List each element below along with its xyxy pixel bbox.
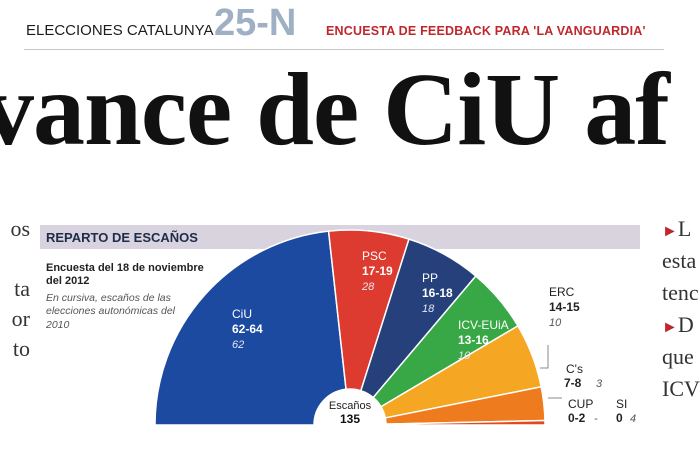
- party-name-psc: PSC: [362, 249, 387, 263]
- party-name-si: SI: [616, 397, 627, 411]
- party-prev-erc: 10: [549, 317, 562, 329]
- italic-note: En cursiva, escaños de las elecciones au…: [46, 292, 175, 331]
- seat-slice-ciu: [154, 230, 347, 426]
- header-rule: [24, 49, 664, 50]
- center-total: 135: [340, 412, 360, 426]
- party-prev-si: 4: [630, 413, 636, 425]
- survey-note: Encuesta del 18 de noviembre del 2012: [46, 262, 204, 288]
- party-seats-pp: 16-18: [422, 286, 453, 300]
- infographic-title: REPARTO DE ESCAÑOS: [46, 230, 198, 245]
- center-label: Escaños: [329, 400, 372, 412]
- party-name-pp: PP: [422, 271, 438, 285]
- leader-line-erc: [540, 345, 549, 369]
- election-date: 25-N: [214, 2, 297, 44]
- party-seats-psc: 17-19: [362, 264, 393, 278]
- right-col-line: L: [677, 216, 692, 241]
- party-prev-ciu: 62: [232, 339, 244, 351]
- right-col-line: ICV: [662, 376, 700, 401]
- left-col-line: or: [11, 306, 30, 331]
- section-kicker: ELECCIONES CATALUNYA: [26, 22, 214, 39]
- left-col-line: ta: [14, 276, 30, 301]
- headline: vance de CiU af: [0, 52, 670, 167]
- right-column-text: ►L esta tenc ►D que ICV: [662, 215, 700, 407]
- chart-center: [314, 389, 386, 450]
- section-header: ELECCIONES CATALUNYA 25-N ENCUESTA DE FE…: [0, 0, 700, 56]
- right-col-line: que: [662, 344, 694, 369]
- poll-credit: ENCUESTA DE FEEDBACK PARA 'LA VANGUARDIA…: [326, 24, 646, 38]
- party-prev-cup: -: [594, 413, 598, 425]
- right-col-line: D: [677, 312, 694, 337]
- left-col-line: to: [12, 336, 30, 361]
- right-col-line: tenc: [662, 280, 699, 305]
- bullet-arrow-icon: ►: [662, 319, 678, 336]
- party-seats-ciu: 62-64: [232, 322, 263, 336]
- party-seats-icv-euia: 13-16: [458, 333, 489, 347]
- bullet-arrow-icon: ►: [662, 223, 678, 240]
- party-seats-erc: 14-15: [549, 300, 580, 314]
- party-seats-c-s: 7-8: [564, 376, 582, 390]
- right-col-line: esta: [662, 248, 697, 273]
- left-column-text: os ta or to: [0, 212, 30, 362]
- party-name-ciu: CiU: [232, 307, 252, 321]
- left-col-line: os: [10, 216, 30, 241]
- party-seats-si: 0: [616, 411, 623, 425]
- party-prev-icv-euia: 10: [458, 350, 471, 362]
- party-name-c-s: C's: [566, 362, 583, 376]
- party-name-erc: ERC: [549, 285, 575, 299]
- party-name-icv-euia: ICV-EUiA: [458, 318, 509, 332]
- party-prev-psc: 28: [361, 281, 375, 293]
- party-prev-pp: 18: [422, 303, 435, 315]
- party-seats-cup: 0-2: [568, 411, 586, 425]
- party-prev-c-s: 3: [596, 378, 603, 390]
- party-name-cup: CUP: [568, 397, 593, 411]
